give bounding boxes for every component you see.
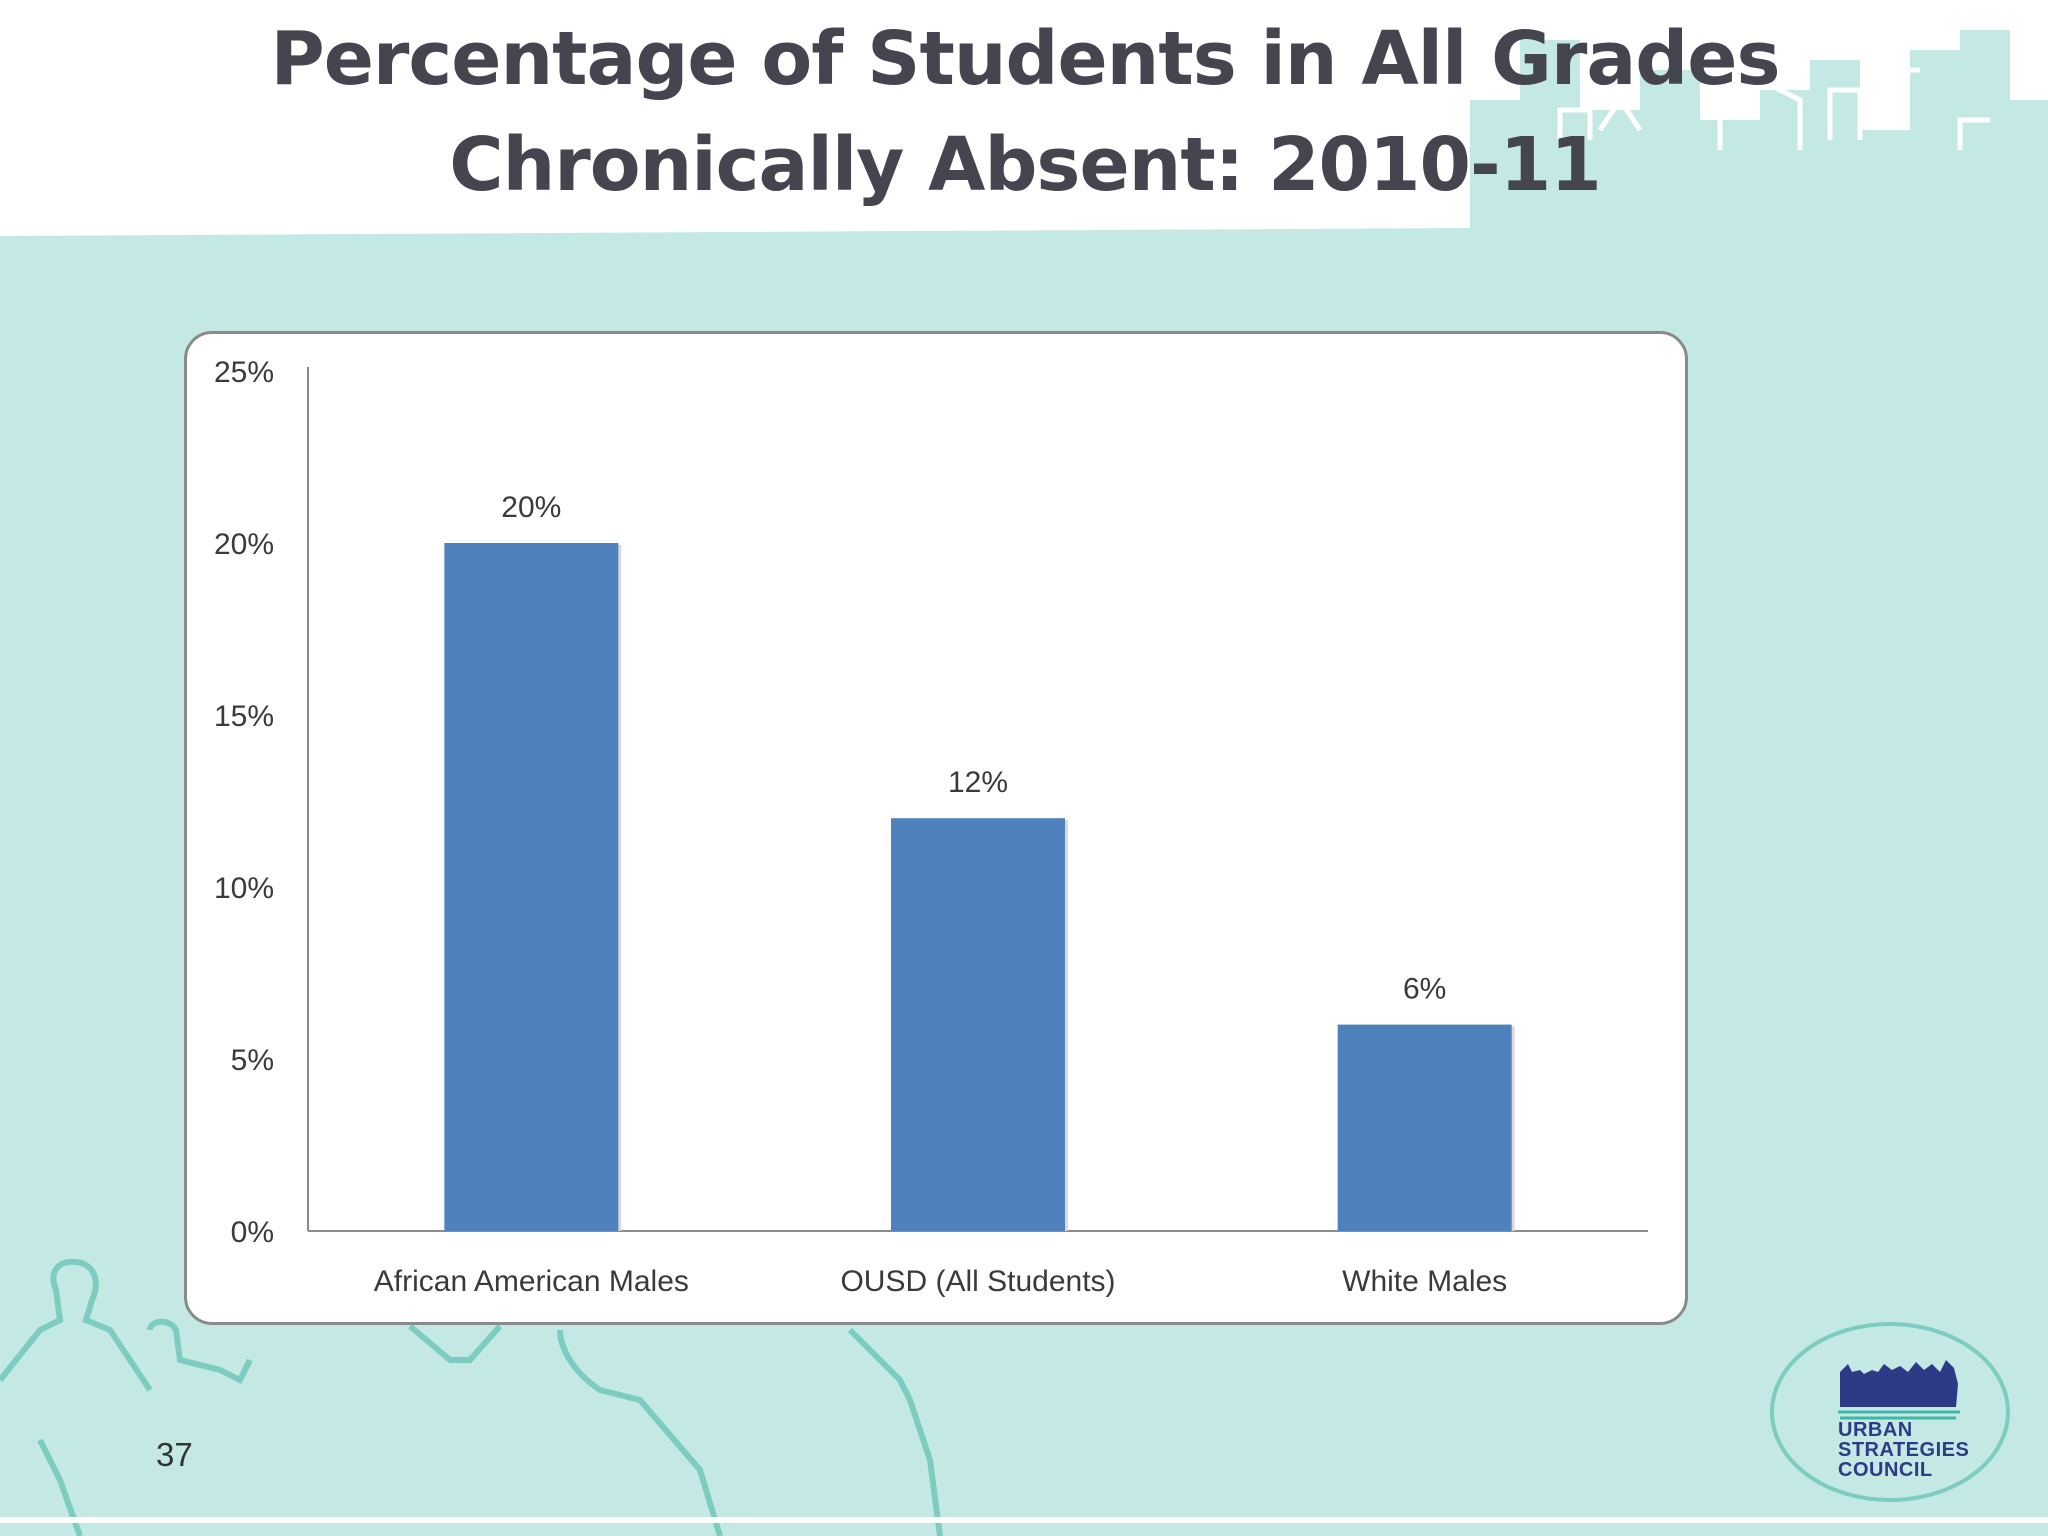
slide-title: Percentage of Students in All Grades Chr… [220, 6, 1830, 218]
bar [891, 818, 1065, 1231]
logo-line-3: COUNCIL [1838, 1459, 1933, 1481]
y-tick-label: 20% [214, 528, 274, 561]
category-label: White Males [1342, 1265, 1507, 1298]
skyline-outline [1557, 67, 1990, 150]
y-tick-label: 25% [214, 356, 274, 389]
title-line-1: Percentage of Students in All Grades [270, 16, 1780, 102]
page-number: 37 [156, 1436, 193, 1473]
y-tick-label: 10% [214, 872, 274, 905]
logo-line-1: URBAN [1838, 1419, 1913, 1441]
data-label: 20% [501, 491, 561, 524]
category-label: OUSD (All Students) [840, 1265, 1115, 1298]
y-tick-label: 5% [231, 1044, 274, 1077]
logo-line-2: STRATEGIES [1838, 1439, 1970, 1461]
bar-chart: 0% 5% 10% 15% 20% 25% 20% African American Male… [214, 356, 1648, 1298]
bar [1337, 1024, 1512, 1231]
y-tick-label: 15% [214, 700, 274, 733]
logo-text: URBAN STRATEGIES COUNCIL [1838, 1419, 1970, 1481]
category-label: African American Males [374, 1265, 689, 1298]
data-label: 6% [1403, 973, 1446, 1006]
urban-strategies-council-logo [1770, 1322, 2010, 1502]
bar [444, 543, 619, 1231]
data-label: 12% [948, 766, 1008, 799]
y-tick-label: 0% [231, 1216, 274, 1249]
title-line-2: Chronically Absent: 2010-11 [449, 122, 1601, 208]
